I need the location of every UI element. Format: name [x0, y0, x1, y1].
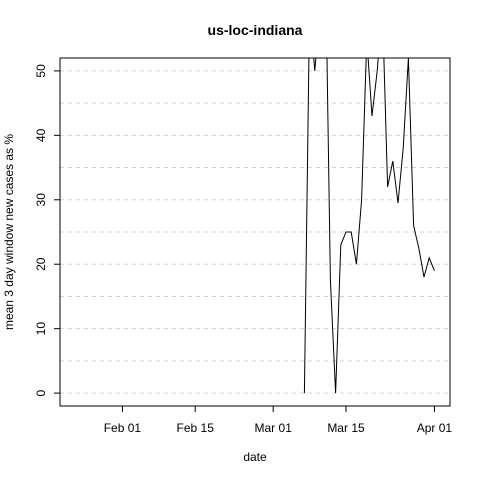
x-axis-label: date	[243, 450, 267, 464]
y-tick-label: 0	[34, 389, 48, 396]
x-tick-label: Apr 01	[417, 421, 453, 435]
y-tick-label: 20	[34, 257, 48, 271]
x-tick-label: Mar 15	[327, 421, 365, 435]
y-tick-label: 50	[34, 64, 48, 78]
data-line	[303, 58, 435, 394]
chart-title: us-loc-indiana	[208, 22, 303, 38]
y-tick-label: 40	[34, 128, 48, 142]
x-tick-label: Feb 15	[177, 421, 215, 435]
plot-frame	[59, 57, 451, 407]
x-tick-label: Feb 01	[104, 421, 142, 435]
y-tick-label: 30	[34, 193, 48, 207]
x-tick-label: Mar 01	[255, 421, 293, 435]
y-axis-label: mean 3 day window new cases as %	[2, 134, 16, 330]
y-tick-label: 10	[34, 322, 48, 336]
